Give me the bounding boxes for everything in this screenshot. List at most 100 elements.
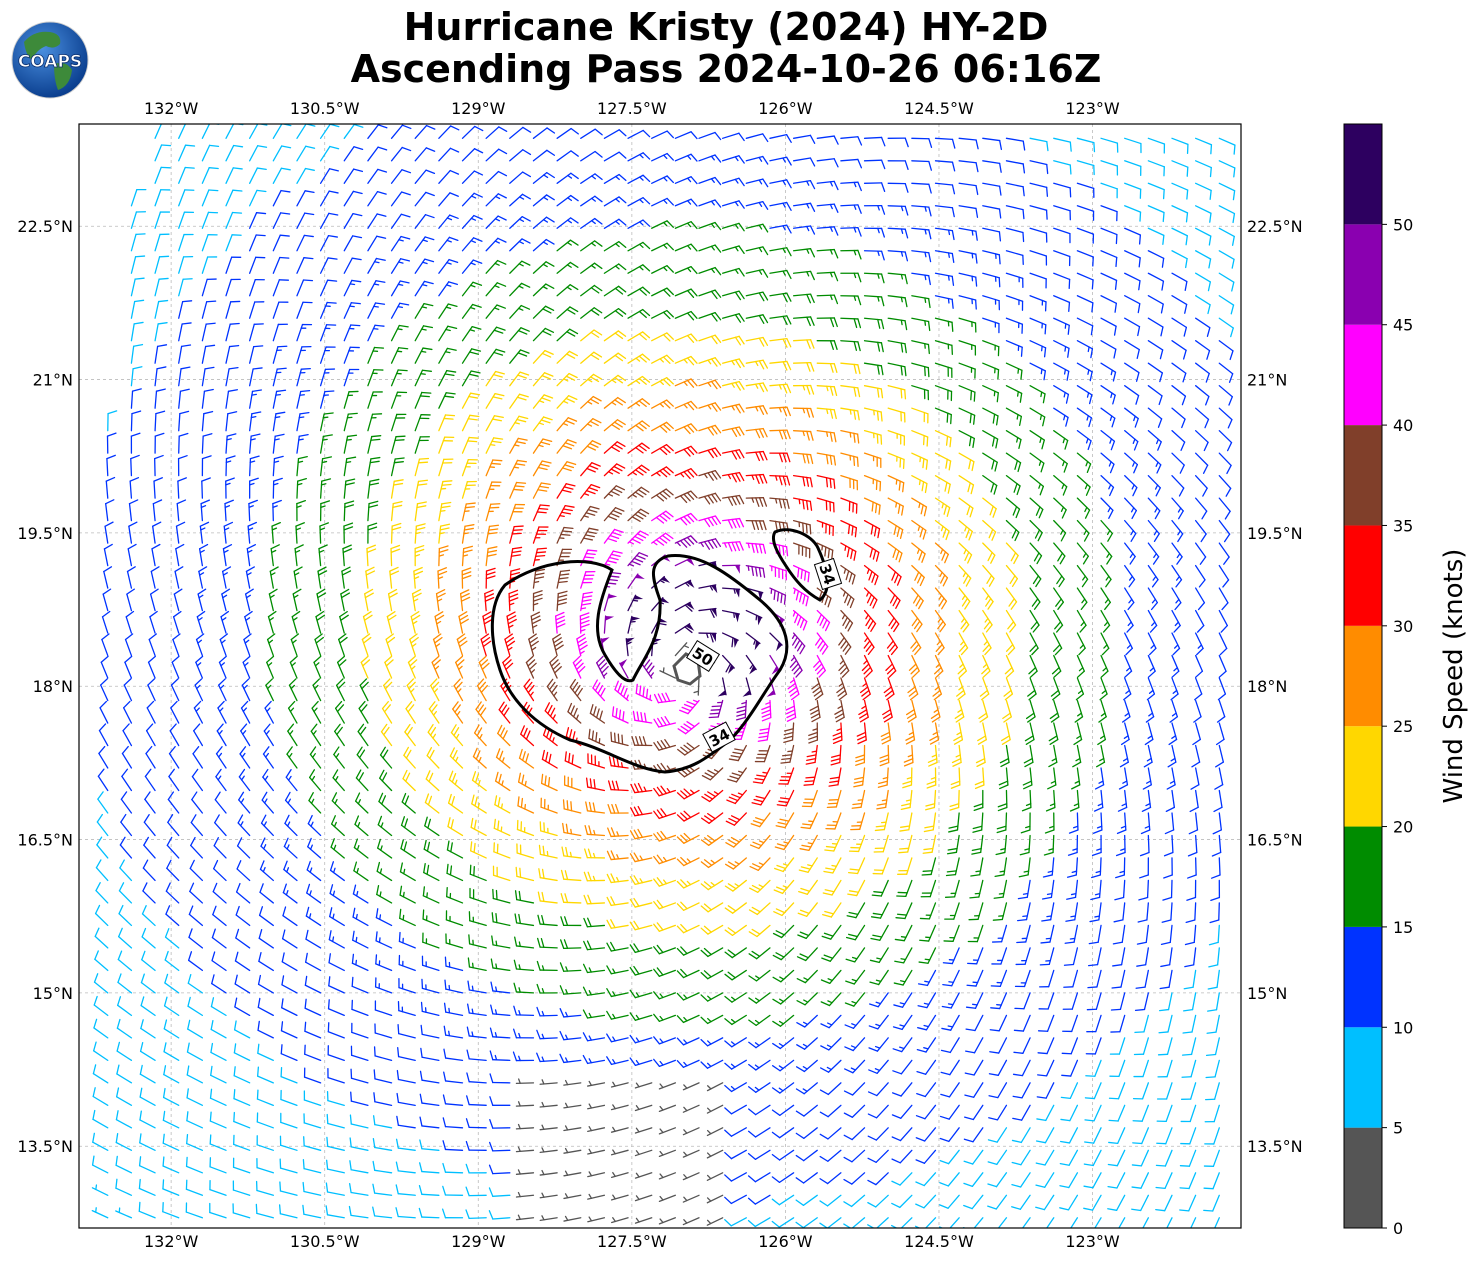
wind-barb: [958, 497, 974, 518]
wind-barb: [1040, 924, 1055, 944]
wind-barb: [934, 430, 952, 448]
y-tick-label-left: 19.5°N: [17, 524, 73, 543]
wind-barb: [1147, 632, 1157, 656]
wind-barb: [651, 354, 674, 364]
wind-barb: [154, 255, 170, 274]
wind-barb: [201, 144, 220, 162]
wind-barb: [1113, 902, 1126, 923]
wind-barb: [303, 1090, 322, 1106]
wind-barb: [201, 322, 216, 342]
wind-barb: [351, 976, 369, 994]
wind-barb: [509, 437, 528, 454]
wind-barb: [1076, 182, 1095, 198]
wind-barb: [607, 803, 629, 814]
wind-barb: [162, 1156, 180, 1174]
wind-barb: [402, 769, 416, 792]
wind-barb: [556, 284, 579, 297]
wind-barb: [727, 767, 747, 783]
wind-barb: [264, 700, 274, 724]
wind-barb: [934, 407, 952, 425]
wind-barb: [95, 859, 109, 882]
wind-barb: [1071, 767, 1081, 790]
wind-barb: [816, 430, 837, 443]
wind-barb: [797, 924, 818, 940]
wind-barb: [540, 773, 558, 792]
wind-barb: [438, 281, 458, 297]
wind-barb: [630, 805, 653, 817]
wind-barb: [887, 250, 909, 262]
wind-barb: [189, 882, 204, 904]
wind-barb: [627, 174, 651, 184]
wind-barb: [130, 410, 142, 432]
wind-barb: [513, 959, 535, 972]
wind-barb: [1111, 969, 1126, 989]
wind-barb: [265, 678, 274, 702]
wind-barb: [456, 633, 468, 657]
wind-barb: [509, 193, 531, 207]
wind-barb: [478, 655, 490, 679]
wind-barb: [634, 1149, 653, 1157]
wind-barb: [1147, 160, 1165, 177]
wind-barb: [978, 699, 989, 723]
wind-barb: [1218, 430, 1233, 452]
wind-barb: [682, 1082, 700, 1091]
wind-barb: [515, 1169, 535, 1175]
wind-barb: [722, 541, 744, 552]
wind-barb: [725, 812, 747, 826]
wind-barb: [538, 844, 558, 859]
wind-barb: [1218, 519, 1231, 543]
wind-barb: [414, 169, 436, 184]
wind-barb: [1051, 654, 1062, 678]
wind-barb: [330, 838, 345, 859]
wind-barb: [485, 348, 506, 364]
wind-barb: [327, 1068, 345, 1084]
wind-barb: [698, 632, 717, 643]
wind-barb: [724, 969, 747, 981]
wind-barb: [421, 955, 440, 972]
wind-barb: [1182, 1014, 1197, 1034]
wind-barb: [1075, 677, 1085, 701]
wind-barb: [296, 389, 311, 409]
wind-barb: [461, 458, 478, 477]
wind-barb: [167, 814, 180, 837]
wind-barb: [747, 1194, 771, 1205]
wind-barb: [502, 655, 514, 679]
wind-barb: [467, 1003, 487, 1017]
wind-barb: [627, 486, 650, 499]
wind-barb: [405, 701, 416, 724]
wind-barb: [867, 1149, 889, 1163]
wind-barb: [1029, 407, 1046, 427]
wind-barb: [272, 234, 290, 252]
wind-barb: [745, 268, 769, 278]
wind-barb: [103, 566, 113, 589]
wind-barb: [124, 655, 133, 679]
wind-barb: [816, 407, 837, 420]
wind-barb: [532, 547, 548, 567]
wind-barb: [1194, 160, 1212, 178]
wind-barb: [981, 654, 991, 678]
wind-barb: [1076, 564, 1089, 588]
wind-barb: [700, 834, 724, 846]
wind-barb: [296, 234, 314, 252]
wind-barb: [166, 836, 180, 859]
wind-barb: [261, 791, 274, 814]
wind-barb: [725, 834, 747, 848]
wind-barb: [280, 1112, 298, 1129]
wind-barb: [698, 176, 722, 186]
wind-barb: [196, 610, 206, 634]
wind-barb: [982, 452, 998, 472]
wind-barb: [556, 172, 579, 184]
wind-barb: [724, 1217, 747, 1227]
wind-barb: [958, 250, 978, 264]
wind-barb: [233, 1020, 251, 1039]
wind-barb: [438, 325, 458, 342]
wind-barb: [1041, 902, 1055, 922]
wind-barb: [92, 1109, 109, 1129]
wind-barb: [867, 1127, 889, 1141]
wind-barb: [212, 882, 227, 904]
wind-barb: [1021, 1217, 1031, 1228]
wind-barb: [419, 1116, 440, 1129]
wind-barb: [627, 530, 649, 545]
wind-barb: [1194, 452, 1209, 474]
